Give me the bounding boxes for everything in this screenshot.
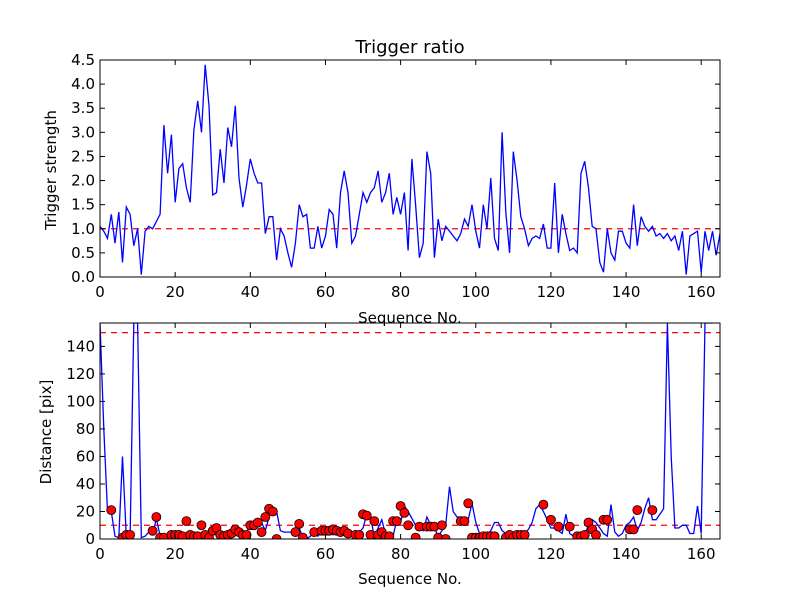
- y-tick-label: 1.5: [71, 196, 95, 214]
- x-tick-label: 0: [95, 283, 105, 301]
- series-line: [100, 323, 713, 539]
- bottom-y-ticks: 0 20 40 60 80 100 120 140: [66, 337, 720, 548]
- marker-point: [196, 520, 207, 531]
- chart-title: Trigger ratio: [354, 37, 464, 58]
- marker-point: [553, 521, 564, 532]
- marker-point: [399, 507, 410, 518]
- marker-point: [538, 499, 549, 510]
- top-y-ticks: 0.0 0.5 1.0 1.5 2.0 2.5 3.0 3.5 4.0 4.5: [71, 51, 720, 286]
- x-tick-label: 40: [241, 283, 260, 301]
- x-tick-label: 40: [241, 545, 260, 563]
- y-tick-label: 60: [76, 447, 95, 465]
- y-tick-label: 3.0: [71, 123, 95, 141]
- marker-point: [459, 516, 470, 527]
- x-tick-label: 80: [391, 283, 410, 301]
- marker-point: [260, 512, 271, 522]
- marker-point: [647, 505, 658, 516]
- y-tick-label: 0.5: [71, 244, 95, 262]
- marker-point: [106, 505, 117, 516]
- x-tick-label: 80: [391, 545, 410, 563]
- top-axes-frame: [99, 59, 721, 278]
- marker-point: [602, 514, 613, 525]
- x-tick-label: 120: [537, 283, 566, 301]
- marker-point: [579, 529, 590, 539]
- x-tick-label: 140: [612, 283, 641, 301]
- bottom-y-axis-label: Distance [pix]: [37, 380, 55, 485]
- x-tick-label: 100: [461, 545, 490, 563]
- marker-point: [628, 524, 639, 535]
- y-tick-label: 2.0: [71, 172, 95, 190]
- marker-point: [241, 529, 252, 539]
- marker-point: [369, 516, 380, 527]
- marker-point: [384, 531, 395, 539]
- y-tick-label: 20: [76, 502, 95, 520]
- marker-point: [125, 529, 135, 539]
- y-tick-label: 100: [66, 392, 95, 410]
- marker-point: [546, 514, 556, 525]
- series-line: [100, 64, 720, 275]
- marker-point: [591, 529, 601, 539]
- marker-point: [298, 532, 308, 539]
- marker-point: [410, 532, 421, 539]
- marker-point: [489, 531, 500, 539]
- x-tick-label: 100: [461, 283, 490, 301]
- distance-plot-area: [100, 323, 720, 539]
- y-tick-label: 3.5: [71, 99, 95, 117]
- top-y-axis-label: Trigger strength: [42, 110, 60, 231]
- marker-point: [267, 506, 278, 517]
- distance-chart: 0 20 40 60 80 100 120 140 160 0 20 40 60 80 100 120 140…: [37, 322, 721, 588]
- y-tick-label: 4.5: [71, 51, 95, 69]
- y-tick-label: 80: [76, 420, 95, 438]
- marker-point: [564, 521, 575, 532]
- x-tick-label: 160: [687, 545, 716, 563]
- y-tick-label: 140: [66, 337, 95, 355]
- marker-point: [519, 529, 530, 539]
- marker-point: [181, 516, 192, 527]
- marker-point: [437, 520, 447, 531]
- marker-point: [147, 525, 158, 536]
- marker-point: [290, 527, 301, 538]
- bottom-x-ticks: 0 20 40 60 80 100 120 140 160: [95, 323, 716, 563]
- y-tick-label: 1.0: [71, 220, 95, 238]
- bottom-axes-frame: [99, 322, 721, 540]
- x-tick-label: 60: [316, 283, 335, 301]
- y-tick-label: 0: [85, 530, 95, 548]
- marker-point: [256, 527, 267, 538]
- marker-point: [294, 518, 305, 529]
- x-tick-label: 140: [612, 545, 641, 563]
- trigger-plot-area: [100, 64, 720, 275]
- y-tick-label: 2.5: [71, 147, 95, 165]
- marker-point: [440, 534, 451, 539]
- x-tick-label: 20: [166, 545, 185, 563]
- y-tick-label: 0.0: [71, 268, 95, 286]
- marker-point: [463, 498, 474, 509]
- top-x-axis-label: Sequence No.: [358, 309, 462, 327]
- x-tick-label: 120: [537, 545, 566, 563]
- marker-point: [151, 512, 162, 522]
- top-x-ticks: 0 20 40 60 80 100 120 140 160: [95, 60, 716, 301]
- marker-point: [354, 529, 365, 539]
- y-tick-label: 4.0: [71, 75, 95, 93]
- x-tick-label: 20: [166, 283, 185, 301]
- y-tick-label: 120: [66, 365, 95, 383]
- trigger-ratio-chart: Trigger ratio 0 20 40 60 80 100 120 140 160 0.00…: [42, 37, 721, 327]
- x-tick-label: 0: [95, 545, 105, 563]
- marker-point: [391, 516, 402, 527]
- marker-point: [361, 510, 372, 521]
- marker-point: [632, 505, 643, 516]
- marker-point: [271, 534, 282, 539]
- y-tick-label: 40: [76, 475, 95, 493]
- x-tick-label: 60: [316, 545, 335, 563]
- marker-point: [252, 517, 263, 528]
- bottom-x-axis-label: Sequence No.: [358, 570, 462, 588]
- x-tick-label: 160: [687, 283, 716, 301]
- marker-point: [403, 520, 414, 531]
